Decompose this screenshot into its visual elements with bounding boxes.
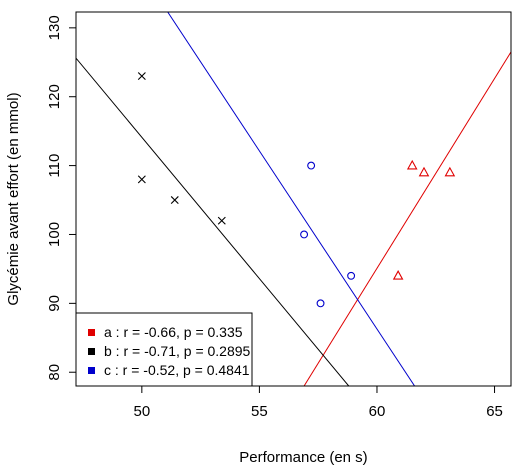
legend-swatch — [88, 329, 95, 336]
x-axis-title: Performance (en s) — [239, 449, 367, 466]
data-point — [137, 175, 146, 184]
axes: 50 55 60 65 80 90 100 110 120 130 Performance (en … — [5, 15, 503, 466]
data-point — [300, 230, 309, 239]
y-tick-label: 80 — [46, 364, 63, 381]
data-point — [217, 216, 226, 225]
data-point — [392, 270, 404, 280]
data-points — [137, 72, 456, 308]
fit-lines — [76, 12, 511, 386]
y-tick-label: 130 — [46, 15, 63, 40]
data-point — [406, 159, 418, 170]
legend-entry: a : r = -0.66, p = 0.335 — [104, 324, 243, 340]
data-point — [170, 196, 179, 205]
data-point — [316, 299, 325, 308]
legend: a : r = -0.66, p = 0.335 b : r = -0.71, p… — [75, 312, 253, 387]
y-tick-label: 120 — [46, 84, 63, 109]
fit-line — [303, 51, 511, 386]
x-tick-label: 50 — [133, 403, 150, 420]
x-tick-label: 60 — [369, 403, 386, 420]
y-tick-label: 100 — [46, 222, 63, 247]
legend-box — [75, 312, 253, 387]
data-point — [444, 166, 456, 177]
legend-swatch — [88, 367, 95, 374]
fit-line — [167, 12, 416, 386]
legend-swatch — [88, 348, 95, 355]
data-point — [347, 271, 356, 280]
y-axis-title: Glycémie avant effort (en mmol) — [5, 92, 22, 305]
y-tick-label: 90 — [46, 295, 63, 312]
y-tick-label: 110 — [46, 154, 63, 178]
x-tick-label: 55 — [251, 403, 268, 420]
data-point — [307, 161, 316, 170]
plot-frame — [75, 11, 512, 387]
data-point — [418, 166, 430, 177]
legend-entry: b : r = -0.71, p = 0.2895 — [104, 343, 251, 359]
legend-entry: c : r = -0.52, p = 0.4841 — [104, 362, 250, 378]
fit-line — [76, 57, 350, 386]
x-tick-label: 65 — [486, 403, 503, 420]
data-point — [137, 72, 146, 81]
